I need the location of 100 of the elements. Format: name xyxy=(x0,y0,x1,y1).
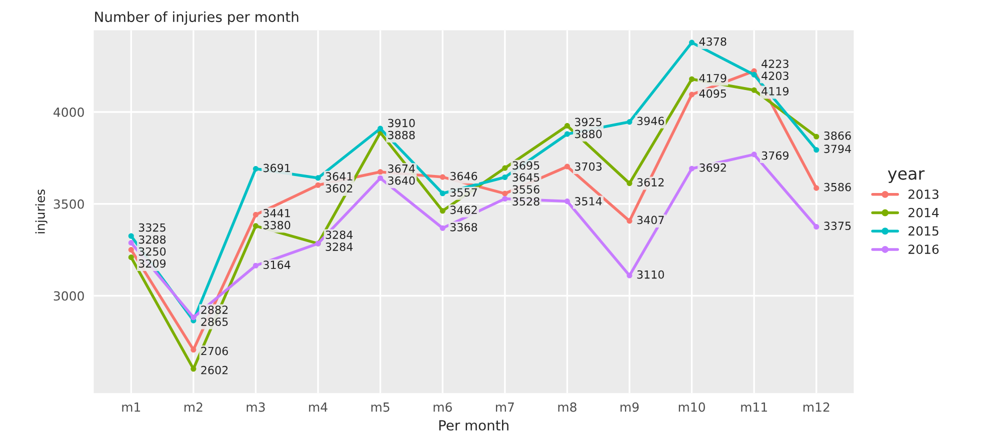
data-label: 4378 xyxy=(699,37,726,46)
point xyxy=(378,175,384,181)
point xyxy=(564,123,570,129)
data-label: 2865 xyxy=(201,318,228,326)
data-label: 3645 xyxy=(512,173,540,182)
x-tick-label: m12 xyxy=(803,402,830,412)
point xyxy=(502,165,508,171)
data-label: 3640 xyxy=(388,176,415,185)
data-label: 3794 xyxy=(824,144,851,154)
point xyxy=(440,174,446,180)
x-tick-label: m1 xyxy=(122,402,140,412)
data-label: 3556 xyxy=(512,185,540,194)
point xyxy=(128,247,134,253)
x-tick-label: m4 xyxy=(309,402,328,412)
point xyxy=(814,147,820,153)
point xyxy=(564,198,570,204)
point xyxy=(751,87,757,93)
y-axis-title: injuries xyxy=(35,189,48,234)
point xyxy=(440,190,446,196)
point xyxy=(502,174,508,180)
data-label: 2882 xyxy=(201,306,228,314)
data-label: 4223 xyxy=(762,60,788,68)
point xyxy=(751,152,757,158)
data-label: 3946 xyxy=(637,116,664,126)
data-label: 3441 xyxy=(264,208,290,218)
data-label: 3695 xyxy=(512,161,540,170)
point xyxy=(440,208,446,214)
point xyxy=(689,76,695,82)
legend-title: year xyxy=(888,170,925,184)
point xyxy=(814,185,820,191)
point xyxy=(814,134,820,140)
point xyxy=(626,218,632,224)
data-label: 3110 xyxy=(637,270,664,279)
point xyxy=(128,233,134,239)
point xyxy=(252,212,259,218)
x-tick-label: m10 xyxy=(678,402,705,412)
point xyxy=(252,223,259,229)
data-label: 4179 xyxy=(699,74,726,82)
point xyxy=(689,40,695,46)
data-label: 3164 xyxy=(264,260,290,270)
point xyxy=(751,72,757,78)
x-tick-label: m2 xyxy=(184,402,202,412)
point xyxy=(626,180,632,186)
data-label: 3888 xyxy=(388,130,415,140)
point xyxy=(689,92,695,98)
data-label: 3557 xyxy=(450,188,477,197)
x-tick-label: m8 xyxy=(558,402,576,412)
data-label: 3769 xyxy=(762,151,789,160)
data-label: 3703 xyxy=(574,162,602,171)
point xyxy=(252,262,259,268)
data-label: 2602 xyxy=(201,366,228,374)
data-label: 3209 xyxy=(138,259,166,268)
data-label: 3250 xyxy=(138,247,166,256)
y-tick-label: 4000 xyxy=(54,107,84,117)
data-label: 3325 xyxy=(138,223,166,232)
legend-label: 2015 xyxy=(908,226,938,236)
x-tick-label: m6 xyxy=(434,402,452,412)
point xyxy=(502,196,508,202)
data-label: 3692 xyxy=(700,163,726,172)
x-tick-label: m5 xyxy=(371,402,390,412)
point xyxy=(814,224,820,230)
point xyxy=(315,175,321,181)
point xyxy=(626,119,632,125)
x-tick-label: m9 xyxy=(620,402,639,412)
data-label: 3691 xyxy=(264,164,290,172)
data-label: 3880 xyxy=(574,130,602,138)
legend-label: 2016 xyxy=(908,244,939,254)
data-label: 4203 xyxy=(762,72,788,80)
point xyxy=(190,314,196,320)
point xyxy=(626,272,632,278)
point xyxy=(564,131,570,137)
data-label: 3674 xyxy=(388,164,415,173)
point xyxy=(128,254,134,260)
x-tick-label: m3 xyxy=(246,402,265,412)
data-label: 4095 xyxy=(699,89,726,98)
chart-title: Number of injuries per month xyxy=(95,11,298,25)
data-label: 2706 xyxy=(201,346,228,356)
data-label: 3925 xyxy=(574,118,602,126)
point xyxy=(689,166,695,172)
data-label: 3528 xyxy=(512,197,540,206)
point xyxy=(440,225,446,231)
legend-label: 2014 xyxy=(908,208,939,218)
data-label: 3514 xyxy=(574,197,602,206)
y-tick-label: 3000 xyxy=(54,291,84,301)
data-label: 3641 xyxy=(326,172,352,181)
x-tick-label: m11 xyxy=(741,402,767,412)
data-label: 3284 xyxy=(326,242,353,251)
point xyxy=(128,240,134,246)
data-label: 3284 xyxy=(326,230,353,239)
point xyxy=(564,164,570,170)
data-label: 3380 xyxy=(264,220,290,230)
x-axis-title: Per month xyxy=(439,420,508,431)
data-label: 3288 xyxy=(138,235,166,244)
point xyxy=(502,190,508,196)
point xyxy=(378,126,384,132)
x-tick-label: m7 xyxy=(496,402,514,412)
data-label: 3462 xyxy=(450,206,477,214)
data-label: 3646 xyxy=(450,172,478,180)
data-label: 3866 xyxy=(824,131,851,140)
data-label: 3602 xyxy=(326,184,352,193)
